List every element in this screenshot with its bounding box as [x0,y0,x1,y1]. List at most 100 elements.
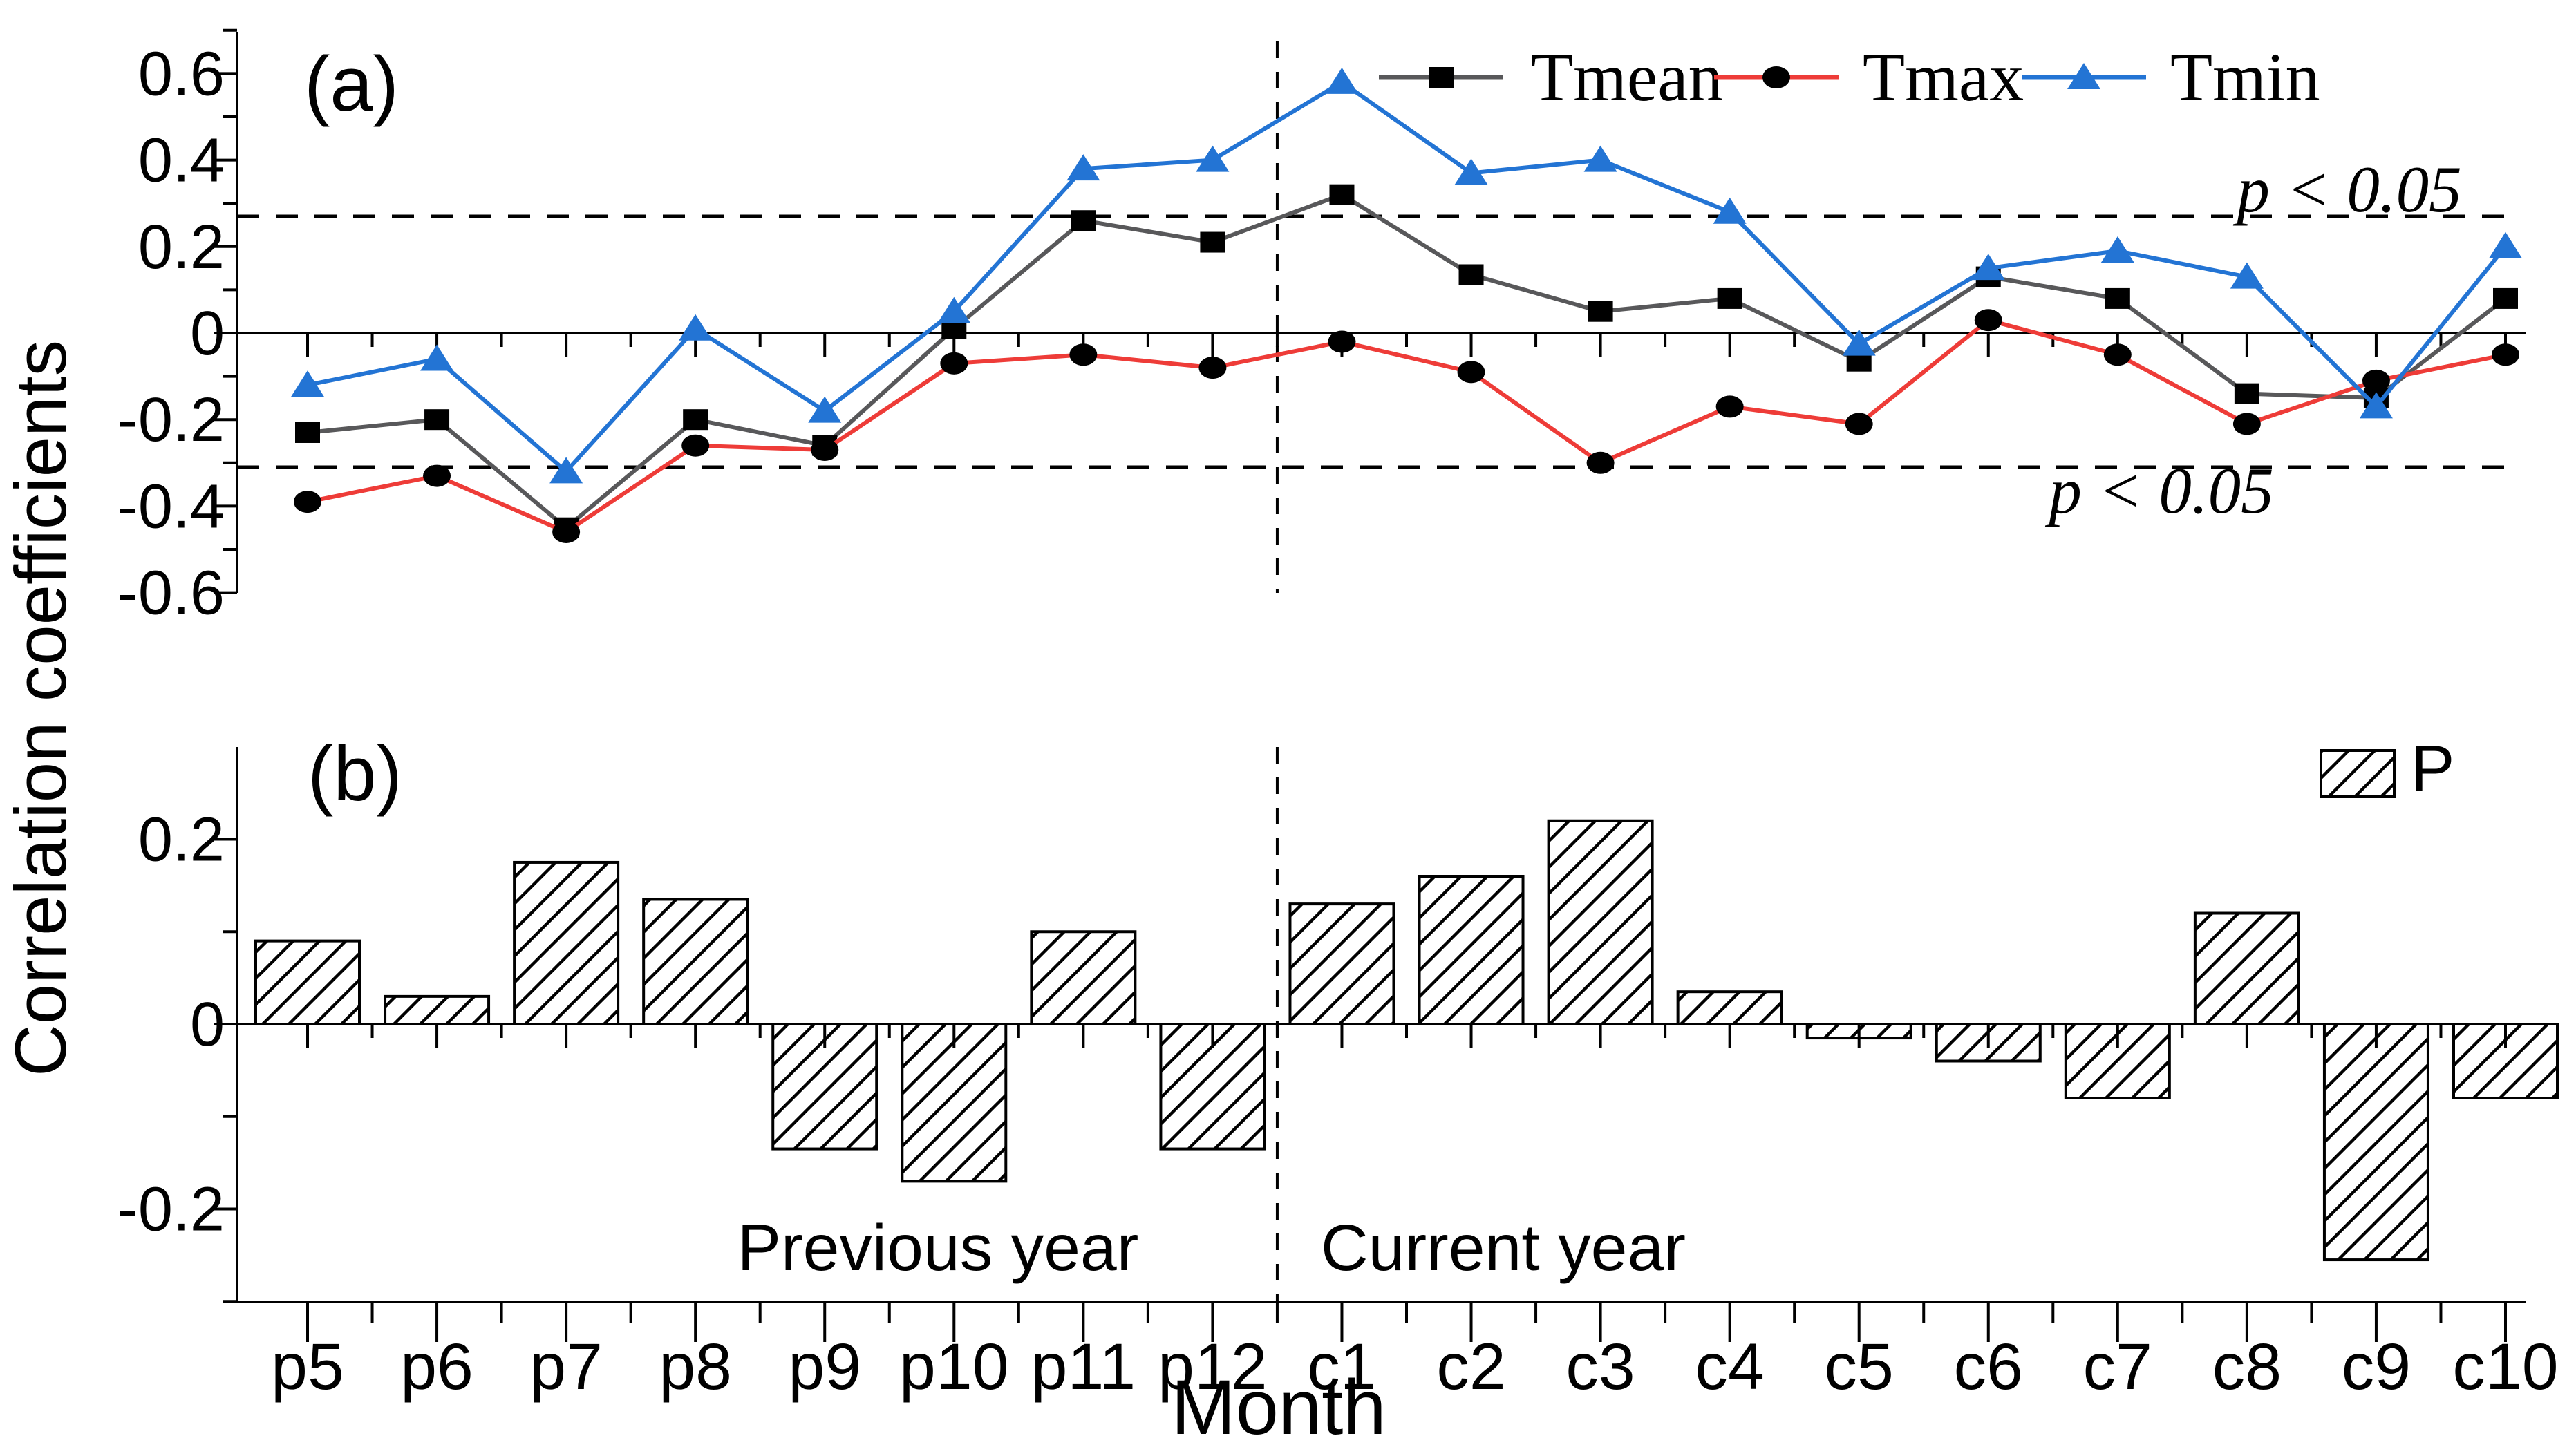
series-tmin-marker [1325,67,1359,94]
x-tick-label: p6 [400,1330,473,1403]
series-tmin-marker [1583,145,1617,172]
x-tick-label: c4 [1695,1330,1764,1403]
legend-tmax-marker [1762,66,1790,88]
series-tmax-marker [2491,343,2519,366]
series-tmax-marker [2103,343,2132,366]
series-tmin-line [307,79,2508,475]
panel-a-label: (a) [304,41,399,127]
panel-b-y-tick-label: 0 [190,990,225,1059]
x-tick-label: p10 [899,1330,1009,1403]
panel-a-y-tick-label: 0.6 [138,39,225,108]
significance-label-lower: p < 0.05 [2044,454,2273,527]
legend-p-label: P [2411,732,2454,806]
panel-a-line-chart: 0.6 0.4 0.2 0 -0.2 -0.4 -0.6 p < 0.05 p < 0.05 (a… [117,28,2526,628]
legend-tmin-marker [2067,63,2100,89]
bar-p11 [1030,930,1137,1025]
x-tick-label: c10 [2452,1330,2558,1403]
x-tick-label: c5 [1825,1330,1894,1403]
series-tmax-marker [940,352,968,375]
series-tmin-marker [1196,145,1230,172]
bar-p7 [513,860,620,1025]
series-tmin-marker [937,296,971,323]
panel-b-label: (b) [308,730,402,817]
x-tick-label: p5 [271,1330,344,1403]
x-tick-label: c2 [1436,1330,1505,1403]
series-tmax [294,309,2519,543]
y-axis-title: Correlation coefficients [1,340,82,1077]
legend-tmax-label: Tmax [1863,39,2024,115]
series-tmin-marker [420,344,454,371]
series-tmax-marker [1069,343,1098,366]
series-tmin-marker [1454,158,1488,185]
panel-a-y-tick-label: -0.6 [117,559,225,628]
series-tmin-marker [2230,262,2264,289]
bar-c3 [1547,819,1654,1025]
series-tmean-marker [1717,287,1742,309]
series-tmax-marker [681,434,710,457]
x-tick-label: c9 [2342,1330,2411,1403]
panel-a-y-tick-label: 0.4 [138,126,225,196]
x-tick-label: c1 [1307,1330,1376,1403]
series-tmean-marker [683,409,708,431]
series-tmax-marker [2232,413,2261,435]
series-tmax-marker [552,520,581,543]
bar-p10 [901,1023,1008,1183]
series-tmax-marker [1715,395,1744,418]
series-tmean-marker [2492,287,2518,309]
series-tmean-marker [2105,287,2130,309]
series-tmin-marker [549,457,583,484]
x-axis-title: Month [1171,1364,1386,1450]
x-tick-label: p7 [529,1330,603,1403]
significance-label-upper: p < 0.05 [2232,153,2461,226]
x-tick-label: p9 [788,1330,861,1403]
series-tmax-line [307,317,2506,535]
series-tmax-marker [294,491,321,513]
series-tmax-marker [1586,451,1615,474]
series-tmin-marker [1066,154,1100,181]
series-tmin-marker [679,314,713,341]
series-tmin-marker [291,370,324,397]
series-tmin-marker [2488,231,2522,258]
bar-p5 [254,939,361,1025]
series-tmean-marker [2234,383,2259,404]
series-tmax-marker [1845,413,1873,435]
series-tmin-marker [2100,236,2134,263]
bar-p6 [384,994,491,1025]
legend-p-swatch [2320,749,2396,798]
legend-tmin-label: Tmin [2170,39,2320,115]
series-tmin-marker [2359,392,2393,419]
bar-c9 [2322,1023,2429,1262]
series-tmax-marker [1974,309,2002,332]
series-tmin-marker [808,396,842,423]
series-tmax-marker [1328,330,1356,353]
shared-axis-labels: Correlation coefficients Month [1,340,1386,1450]
series-tmean-marker [1458,264,1484,285]
panel-b-bar-chart: 0.2 0 -0.2 p5 p6 p7 p8 p9 p10 p11 p12 c1 c2 c3 c4 c5 c6 c… [117,730,2559,1403]
panel-a-y-tick-label: 0 [190,299,225,368]
legend-tmean-label: Tmean [1531,39,1723,115]
bar-c2 [1418,875,1525,1025]
bar-series-p [254,819,2559,1262]
series-tmin-marker [1971,254,2005,281]
bar-c1 [1288,902,1395,1025]
panel-b-y-tick-label: -0.2 [117,1175,225,1245]
current-year-label: Current year [1321,1211,1686,1285]
x-tick-label: p8 [659,1330,732,1403]
panel-b-legend: P [2320,732,2454,806]
series-tmax-marker [423,464,451,487]
panel-a-legend: Tmean Tmax Tmin [1379,39,2320,115]
x-tick-label: c8 [2212,1330,2282,1403]
series-tmean-marker [295,422,320,443]
series-tmin-marker [1713,197,1747,224]
series-tmax-marker [2362,369,2390,392]
bar-p8 [642,898,749,1025]
series-tmean-marker [1071,210,1096,231]
x-tick-label: p12 [1158,1330,1268,1403]
x-tick-label: c6 [1954,1330,2023,1403]
x-tick-label: c3 [1565,1330,1635,1403]
legend-tmean-marker [1429,67,1454,88]
panel-a-y-tick-label: -0.4 [117,472,225,541]
series-tmax-marker [1198,357,1227,379]
